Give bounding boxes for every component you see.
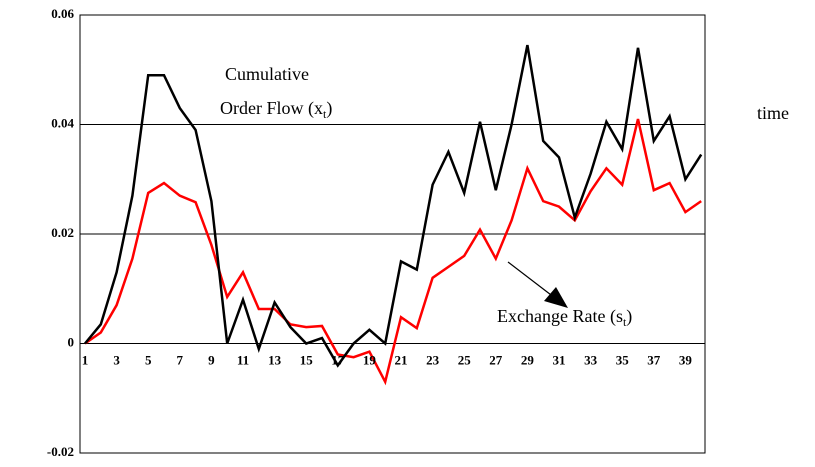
- x-axis-label: time: [757, 103, 789, 123]
- series-line: [84, 118, 702, 386]
- x-tick-label: 17: [331, 352, 345, 367]
- x-tick-label: 15: [300, 352, 314, 367]
- annotation-text: ): [326, 98, 332, 119]
- series-line: [84, 44, 703, 368]
- plot-area: [80, 14, 705, 454]
- x-tick-label: 37: [647, 352, 661, 367]
- annotation-arrow: [507, 261, 556, 299]
- annotation-text: ): [626, 306, 632, 327]
- x-tick-label: 5: [145, 352, 152, 367]
- x-tick-label: 3: [113, 352, 120, 367]
- x-tick-label: 9: [208, 352, 215, 367]
- annotation-text: Order Flow (x: [220, 98, 323, 119]
- x-tick-label: 19: [363, 352, 377, 367]
- x-tick-label: 13: [268, 352, 282, 367]
- y-tick-label: 0.06: [51, 6, 74, 21]
- x-tick-label: 33: [584, 352, 598, 367]
- y-tick-label: 0: [68, 334, 75, 349]
- y-tick-label: 0.04: [51, 115, 74, 130]
- x-tick-label: 25: [458, 352, 472, 367]
- annotation-subscript: t: [323, 107, 327, 121]
- annotation-text: Exchange Rate (s: [497, 306, 623, 327]
- x-tick-label: 11: [237, 352, 249, 367]
- y-tick-label: 0.02: [51, 225, 74, 240]
- annotation-arrowhead: [544, 287, 568, 308]
- x-tick-label: 39: [679, 352, 693, 367]
- annotation-subscript: t: [623, 315, 627, 329]
- x-tick-label: 23: [426, 352, 440, 367]
- annotation-order-flow-line2: Order Flow (xt): [220, 98, 332, 121]
- x-tick-label: 29: [521, 352, 535, 367]
- y-tick-label: -0.02: [47, 444, 74, 459]
- annotation-exchange-rate: Exchange Rate (st): [497, 306, 632, 329]
- x-tick-label: 7: [177, 352, 184, 367]
- x-tick-label: 1: [82, 352, 89, 367]
- annotation-order-flow-line1: Cumulative: [225, 64, 309, 84]
- x-tick-label: 27: [489, 352, 503, 367]
- x-tick-label: 35: [616, 352, 630, 367]
- x-tick-label: 21: [395, 352, 408, 367]
- x-tick-label: 31: [553, 352, 566, 367]
